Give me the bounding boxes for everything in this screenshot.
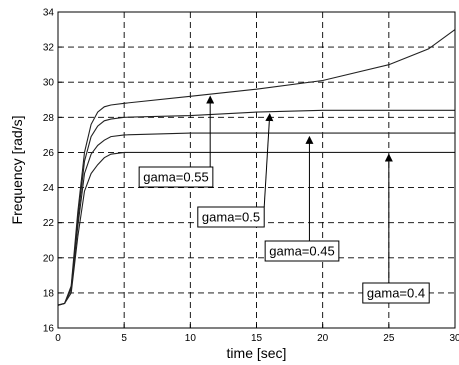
annotations: gama=0.55 gama=0.5 gama=0.45 gama=0.4	[138, 95, 430, 304]
annotation-box	[362, 282, 430, 304]
annotation-label: gama=0.4	[367, 286, 425, 301]
y-tick-label: 18	[43, 288, 55, 299]
x-tick-label: 15	[251, 333, 263, 344]
series-line-2	[57, 132, 455, 306]
y-tick-label: 24	[43, 183, 55, 194]
x-tick-label: 10	[185, 333, 197, 344]
annotation-box	[197, 206, 265, 228]
x-tick-label: 5	[121, 333, 127, 344]
tick-labels: 0 5 10 15 20 25 30 16 18 20 22 24 26 28 30 32 34	[43, 8, 459, 345]
annotation-2: gama=0.45	[264, 135, 340, 262]
annotation-label: gama=0.5	[202, 210, 260, 225]
annotation-1: gama=0.5	[197, 113, 274, 228]
x-tick-label: 0	[55, 333, 61, 344]
series-lines	[57, 29, 456, 306]
annotation-box	[264, 240, 340, 262]
y-axis-label: Frequency [rad/s]	[9, 116, 25, 225]
annotation-3: gama=0.4	[362, 153, 430, 304]
annotation-label: gama=0.55	[143, 170, 208, 185]
grid	[58, 12, 455, 328]
x-tick-label: 20	[317, 333, 329, 344]
annotation-arrow	[263, 113, 274, 208]
x-tick-label: 30	[449, 333, 459, 344]
y-tick-label: 34	[43, 8, 55, 19]
annotation-box	[138, 166, 214, 188]
y-tick-label: 22	[43, 218, 55, 229]
y-tick-label: 32	[43, 43, 55, 54]
y-tick-label: 28	[43, 113, 55, 124]
series-line-3	[57, 151, 455, 306]
x-axis-label: time [sec]	[227, 345, 287, 361]
y-tick-label: 20	[43, 253, 55, 264]
y-tick-label: 26	[43, 148, 55, 159]
annotation-0: gama=0.55	[138, 95, 215, 188]
x-tick-label: 25	[383, 333, 395, 344]
annotation-label: gama=0.45	[269, 244, 334, 259]
plot-frame	[57, 11, 456, 329]
y-tick-label: 30	[43, 78, 55, 89]
y-tick-label: 16	[43, 324, 55, 335]
